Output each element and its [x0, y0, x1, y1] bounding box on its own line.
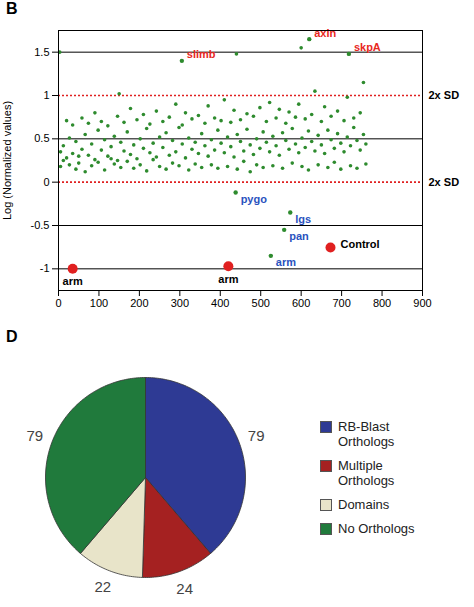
- svg-text:800: 800: [373, 297, 391, 309]
- svg-text:arm: arm: [276, 256, 296, 268]
- svg-text:22: 22: [95, 578, 112, 595]
- svg-text:2x SD: 2x SD: [429, 89, 460, 101]
- svg-text:100: 100: [90, 297, 108, 309]
- svg-text:700: 700: [332, 297, 350, 309]
- svg-text:79: 79: [26, 427, 43, 444]
- svg-text:pygo: pygo: [241, 193, 268, 205]
- svg-text:24: 24: [176, 580, 193, 597]
- svg-text:arm: arm: [63, 275, 83, 287]
- svg-text:0: 0: [43, 176, 49, 188]
- svg-text:500: 500: [252, 297, 270, 309]
- svg-text:400: 400: [211, 297, 229, 309]
- svg-text:axin: axin: [314, 27, 336, 39]
- svg-text:skpA: skpA: [354, 41, 381, 53]
- svg-text:300: 300: [171, 297, 189, 309]
- svg-text:Log (Normalized values): Log (Normalized values): [1, 101, 13, 220]
- html-text:No Orthologs: No Orthologs: [338, 520, 415, 536]
- svg-text:-1: -1: [40, 262, 50, 274]
- svg-text:-0.5: -0.5: [31, 219, 50, 231]
- html-text:Multiple Orthologs: Multiple Orthologs: [338, 457, 395, 488]
- svg-text:lgs: lgs: [295, 213, 311, 225]
- html-text:D: D: [6, 328, 18, 345]
- svg-text:200: 200: [130, 297, 148, 309]
- svg-text:79: 79: [248, 427, 265, 444]
- svg-text:1: 1: [43, 89, 49, 101]
- svg-text:600: 600: [292, 297, 310, 309]
- svg-text:900: 900: [413, 297, 431, 309]
- svg-text:pan: pan: [289, 230, 309, 242]
- html-text:B: B: [6, 0, 18, 17]
- svg-text:2x SD: 2x SD: [429, 176, 460, 188]
- svg-text:Control: Control: [341, 238, 380, 250]
- svg-text:slimb: slimb: [187, 48, 216, 60]
- svg-text:1.5: 1.5: [34, 46, 49, 58]
- html-text:Domains: Domains: [338, 496, 390, 512]
- svg-text:0: 0: [55, 297, 61, 309]
- svg-text:arm: arm: [218, 273, 238, 285]
- html-text:RB-Blast Orthologs: RB-Blast Orthologs: [338, 418, 395, 449]
- svg-text:0.5: 0.5: [34, 132, 49, 144]
